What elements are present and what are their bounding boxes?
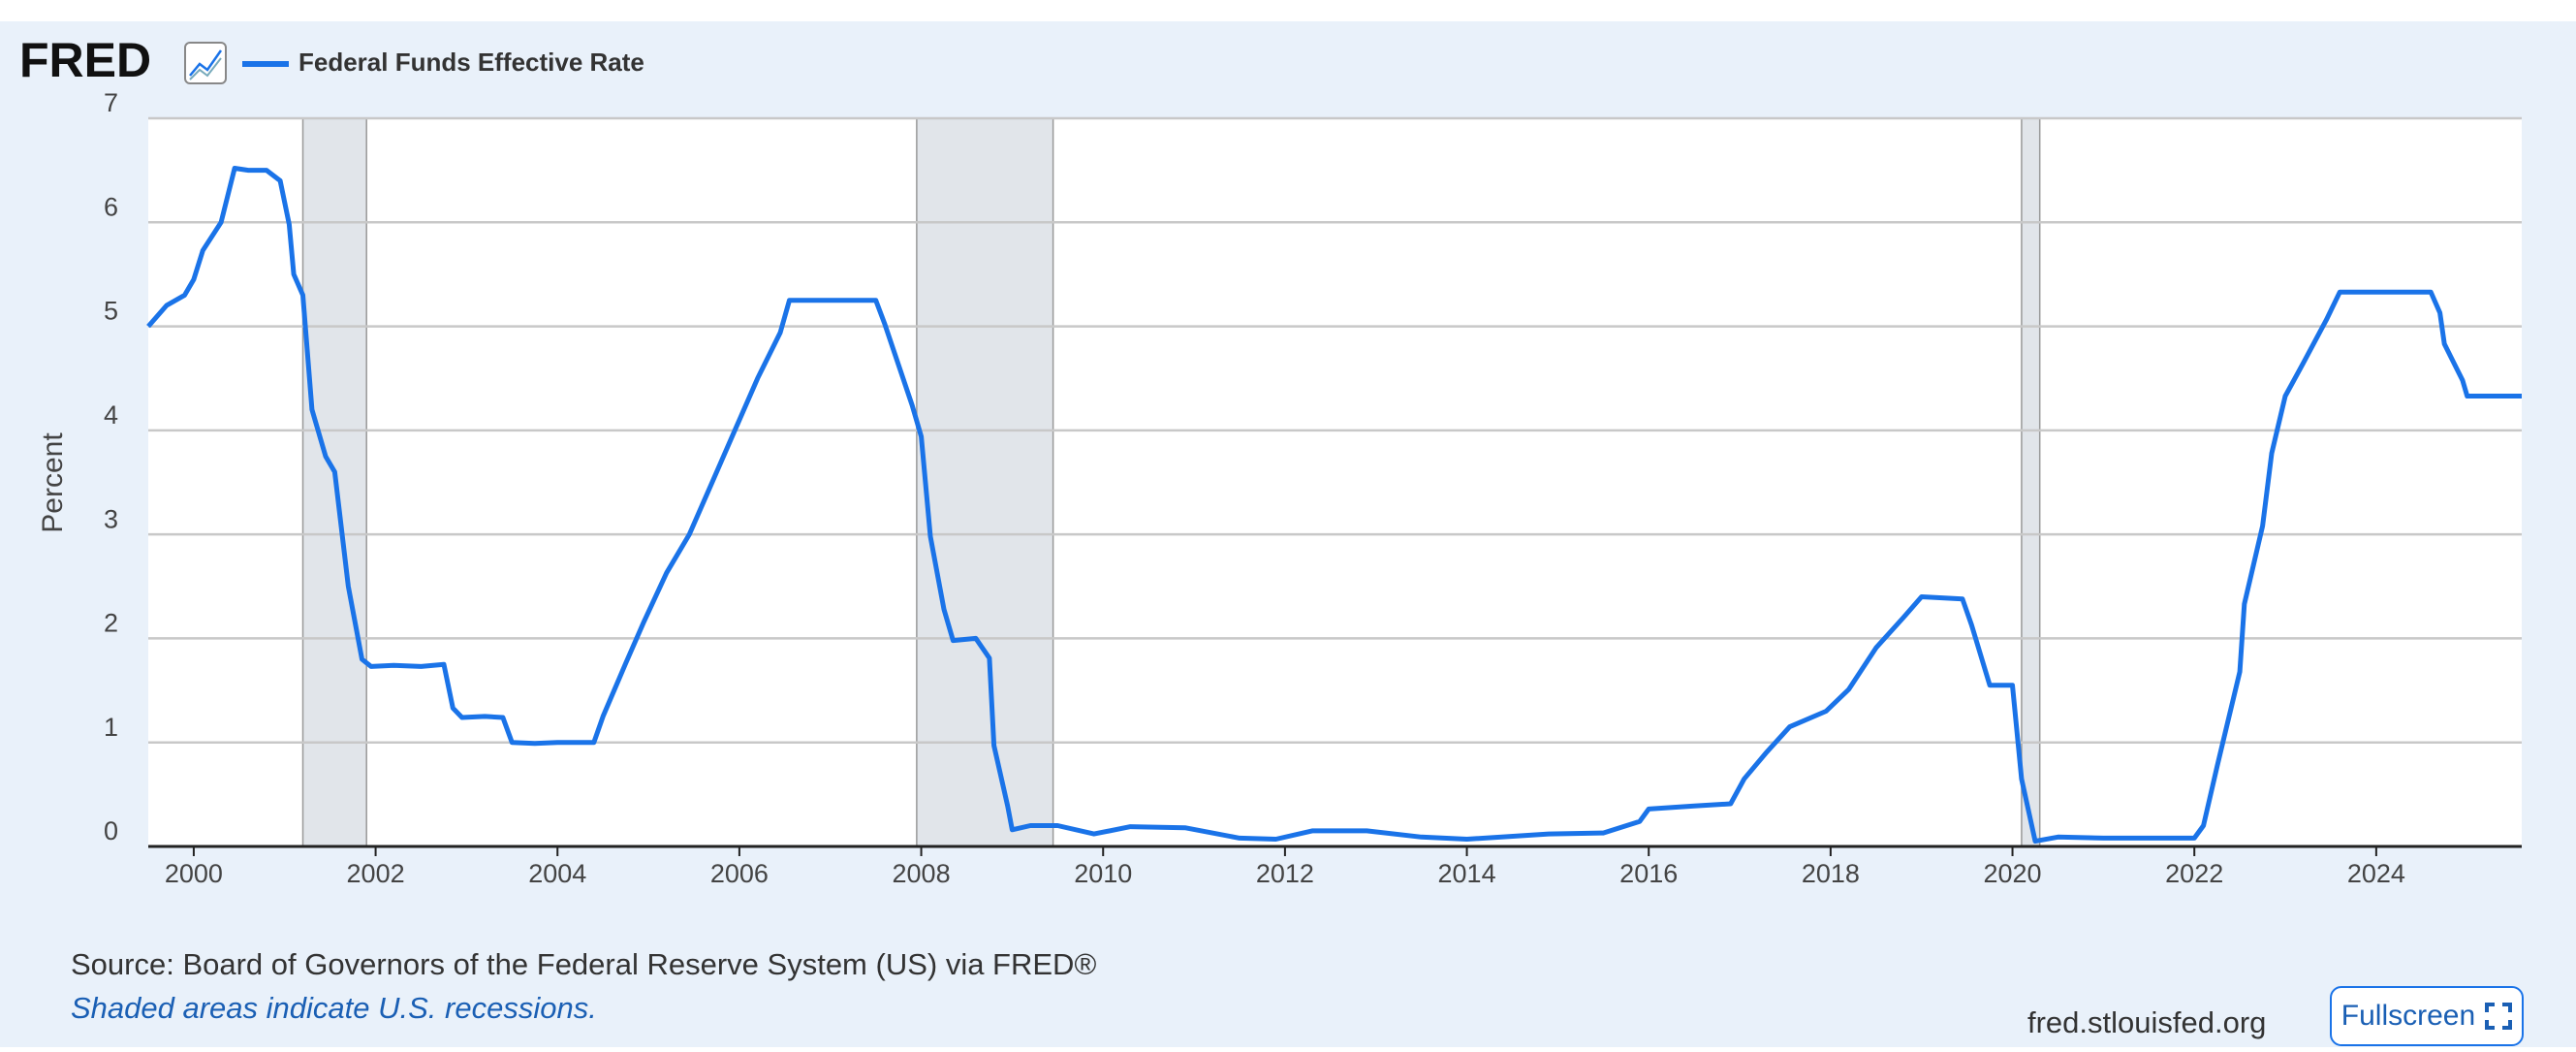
- x-tick-label: 2000: [165, 859, 223, 888]
- y-tick-label: 4: [104, 400, 118, 430]
- y-tick-label: 0: [104, 816, 118, 845]
- site: fred.stlouisfed.org: [2027, 1005, 2267, 1039]
- series-line: [146, 166, 2522, 845]
- y-tick-label: 2: [104, 609, 118, 638]
- y-axis-label: Percent: [37, 432, 69, 533]
- y-tick-label: 6: [104, 192, 118, 221]
- legend-label: Federal Funds Effective Rate: [298, 48, 644, 77]
- x-tick-label: 2016: [1619, 859, 1678, 888]
- x-tick-label: 2004: [528, 859, 586, 888]
- y-tick-label: 1: [104, 713, 118, 742]
- x-tick-label: 2012: [1256, 859, 1314, 888]
- x-tick-label: 2010: [1074, 859, 1132, 888]
- y-tick-label: 5: [104, 297, 118, 326]
- x-tick-label: 2014: [1438, 859, 1496, 888]
- button-label: Fullscreen: [2340, 1000, 2476, 1032]
- x-tick-label: 2018: [1802, 859, 1860, 888]
- x-tick-label: 2020: [1984, 859, 2042, 888]
- x-tick-label: 2022: [2165, 859, 2223, 888]
- y-tick-label: 7: [104, 88, 118, 117]
- recession-band: [916, 117, 1054, 847]
- chart-panel: FRED Percent 0 1 2 3 4 5 6 7 2000 2002 2004 2006 200…: [0, 21, 2576, 1047]
- logo-icon: [184, 42, 227, 84]
- x-tick-label: 2002: [347, 859, 405, 888]
- logo: FRED: [19, 33, 151, 87]
- plot-area: [148, 118, 2522, 846]
- x-tick-label: 2024: [2347, 859, 2405, 888]
- source: Source: Board of Governors of the Federa…: [71, 947, 1097, 981]
- x-tick-label: 2008: [893, 859, 951, 888]
- fullscreen-button[interactable]: Fullscreen: [2330, 986, 2524, 1046]
- chart: FRED Percent 0 1 2 3 4 5 6 7 2000 2002 2004 2006 200…: [19, 33, 2522, 888]
- y-tick-label: 3: [104, 504, 118, 533]
- note: Shaded areas indicate U.S. recessions.: [71, 991, 597, 1025]
- recession-band: [2021, 117, 2041, 847]
- x-tick-label: 2006: [710, 859, 769, 888]
- fullscreen-icon: [2485, 1003, 2513, 1030]
